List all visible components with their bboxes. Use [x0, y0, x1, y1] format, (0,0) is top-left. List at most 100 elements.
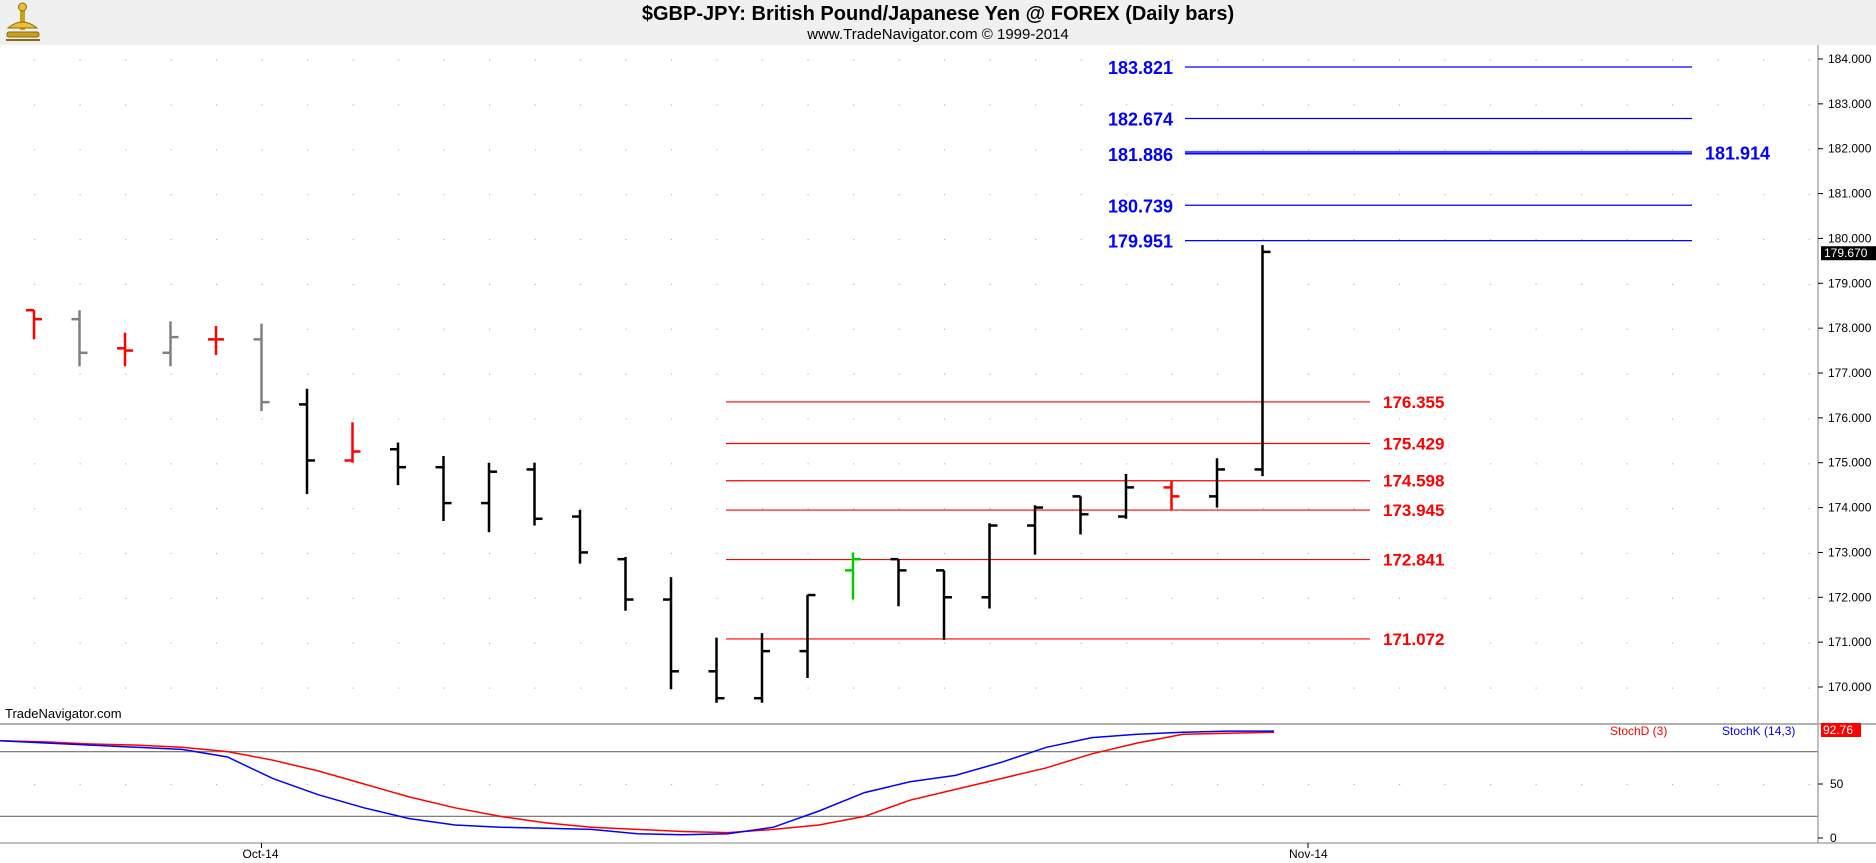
grid-dot	[944, 328, 946, 330]
grid-dot	[1171, 238, 1173, 241]
grid-dot	[34, 59, 36, 61]
grid-dot	[989, 238, 991, 241]
grid-dot	[1626, 149, 1628, 151]
grid-dot	[762, 328, 764, 330]
grid-dot	[443, 418, 445, 420]
grid-dot	[1399, 283, 1401, 285]
grid-dot	[1535, 104, 1537, 106]
grid-dot	[898, 642, 900, 644]
ohlc-bar	[26, 308, 42, 340]
grid-dot	[807, 194, 809, 196]
grid-dot	[1080, 784, 1082, 786]
red-level-label: 176.355	[1383, 393, 1444, 412]
grid-dot	[1763, 59, 1765, 61]
grid-dot	[1763, 149, 1765, 151]
grid-dot	[1217, 552, 1219, 555]
grid-dot	[79, 463, 81, 465]
grid-dot	[261, 418, 263, 420]
grid-dot	[807, 238, 809, 241]
grid-dot	[1035, 194, 1037, 196]
grid-dot	[580, 597, 582, 599]
grid-dot	[1262, 687, 1264, 689]
grid-dot	[1217, 418, 1219, 420]
y-tick-label: 170.000	[1828, 680, 1872, 694]
grid-dot	[1672, 508, 1674, 510]
grid-dot	[1262, 59, 1264, 61]
grid-dot	[1353, 104, 1355, 106]
grid-dot	[1808, 373, 1810, 375]
grid-dot	[853, 194, 855, 196]
grid-dot	[170, 597, 172, 599]
grid-dot	[1717, 328, 1719, 330]
grid-dot	[1444, 373, 1446, 375]
grid-dot	[1171, 784, 1173, 786]
grid-dot	[1262, 508, 1264, 510]
grid-dot	[1672, 552, 1674, 555]
grid-dot	[671, 194, 673, 196]
grid-dot	[1308, 283, 1310, 285]
grid-dot	[489, 552, 491, 555]
last-price-box	[1821, 246, 1876, 261]
grid-dot	[989, 642, 991, 644]
grid-dot	[580, 373, 582, 375]
grid-dot	[1126, 59, 1128, 61]
grid-dot	[1217, 59, 1219, 61]
grid-dot	[79, 552, 81, 555]
grid-dot	[1399, 418, 1401, 420]
grid-dot	[989, 328, 991, 330]
grid-dot	[1353, 328, 1355, 330]
grid-dot	[307, 149, 309, 151]
grid-dot	[580, 328, 582, 330]
y-tick-label: 174.000	[1828, 501, 1872, 515]
stochk-legend: StochK (14,3)	[1722, 724, 1795, 738]
grid-dot	[944, 463, 946, 465]
grid-dot	[534, 238, 536, 241]
grid-dot	[1035, 642, 1037, 644]
grid-dot	[898, 149, 900, 151]
grid-dot	[1171, 59, 1173, 61]
grid-dot	[1490, 149, 1492, 151]
grid-dot	[125, 418, 127, 420]
grid-dot	[79, 238, 81, 241]
grid-dot	[1717, 552, 1719, 555]
grid-dot	[1035, 373, 1037, 375]
grid-dot	[1308, 149, 1310, 151]
grid-dot	[261, 784, 263, 786]
grid-dot	[716, 418, 718, 420]
grid-dot	[216, 508, 218, 510]
ohlc-bar	[208, 325, 224, 356]
grid-dot	[1763, 597, 1765, 599]
grid-dot	[1399, 328, 1401, 330]
grid-dot	[1399, 508, 1401, 510]
ohlc-bar	[754, 633, 770, 703]
level-lines: 183.821 182.674 181.886 180.739 179.951 181.9…	[726, 58, 1770, 649]
grid-dot	[216, 552, 218, 555]
grid-dot	[625, 283, 627, 285]
grid-dot	[1080, 597, 1082, 599]
grid-dot	[352, 687, 354, 689]
grid-dot	[1035, 687, 1037, 689]
grid-dot	[34, 104, 36, 106]
grid-dot	[1763, 238, 1765, 241]
grid-dot	[1672, 463, 1674, 465]
grid-dot	[580, 59, 582, 61]
grid-dot	[1171, 597, 1173, 599]
grid-dot	[443, 597, 445, 599]
price-bars	[26, 245, 1271, 703]
grid-dot	[1581, 687, 1583, 689]
y-tick-label: 175.000	[1828, 456, 1872, 470]
grid-dot	[1808, 283, 1810, 285]
grid-dot	[944, 642, 946, 644]
grid-dot	[1444, 784, 1446, 786]
grid-dot	[1308, 104, 1310, 106]
grid-dot	[853, 238, 855, 241]
grid-dot	[1308, 552, 1310, 555]
grid-dot	[1535, 238, 1537, 241]
grid-dot	[1353, 687, 1355, 689]
grid-dot	[34, 238, 36, 241]
grid-dot	[1490, 597, 1492, 599]
grid-dot	[170, 508, 172, 510]
grid-dot	[807, 552, 809, 555]
grid-dot	[716, 508, 718, 510]
grid-dot	[1626, 328, 1628, 330]
